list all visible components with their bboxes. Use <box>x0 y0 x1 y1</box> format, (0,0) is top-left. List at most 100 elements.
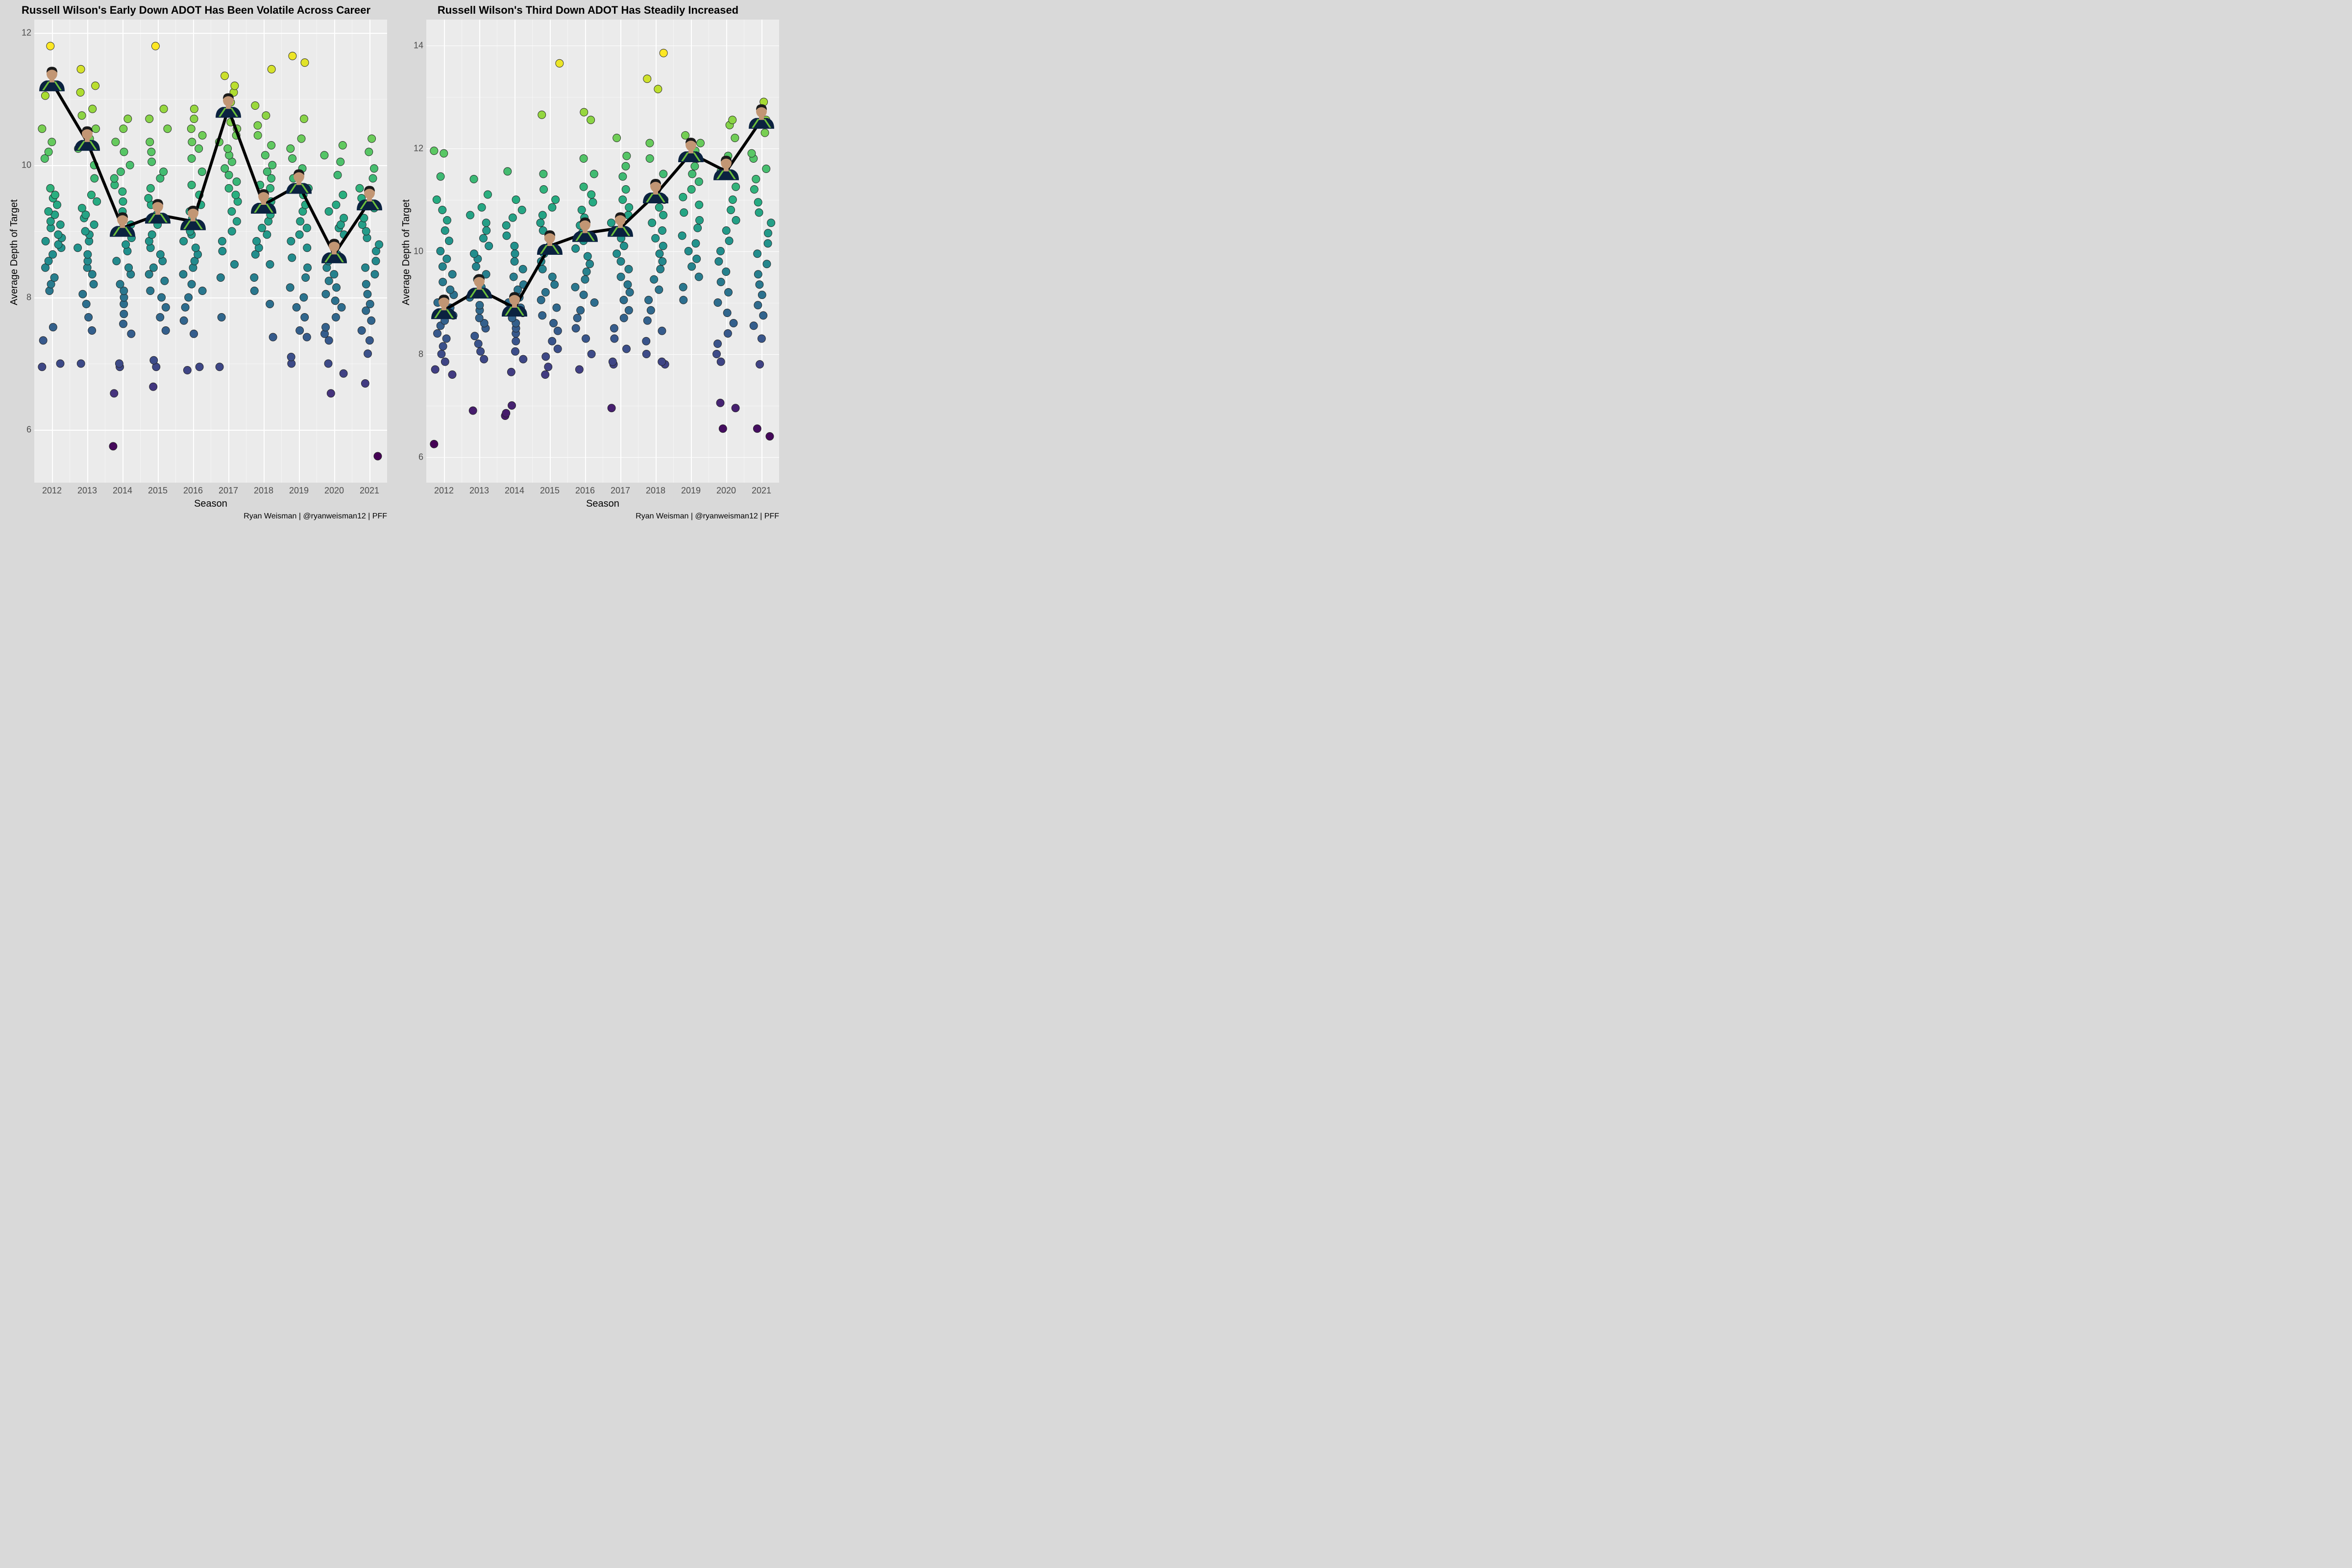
x-tick-label: 2018 <box>254 486 273 496</box>
scatter-point <box>572 324 580 332</box>
scatter-point <box>297 135 305 143</box>
scatter-point <box>439 278 447 286</box>
scatter-point <box>685 247 692 255</box>
scatter-point <box>688 263 696 270</box>
scatter-point <box>438 350 445 358</box>
scatter-point <box>512 337 520 345</box>
scatter-point <box>112 138 120 146</box>
scatter-point <box>185 294 193 301</box>
scatter-point <box>261 151 269 159</box>
scatter-point <box>439 263 446 270</box>
scatter-point <box>573 314 581 322</box>
scatter-point <box>119 197 127 205</box>
scatter-point <box>332 314 340 321</box>
scatter-point <box>149 264 157 271</box>
scatter-point <box>660 170 667 178</box>
trend-line <box>444 120 761 311</box>
scatter-point <box>250 274 258 282</box>
scatter-point <box>714 299 722 307</box>
scatter-point <box>221 72 229 80</box>
scatter-point <box>325 337 333 344</box>
scatter-point <box>295 231 303 239</box>
scatter-point <box>541 371 549 379</box>
scatter-point <box>322 290 330 298</box>
scatter-point <box>339 142 346 149</box>
scatter-point <box>758 291 766 299</box>
scatter-point <box>340 214 348 222</box>
plot-svg <box>34 20 387 483</box>
scatter-point <box>440 149 448 157</box>
scatter-point <box>519 265 527 273</box>
scatter-point <box>754 270 762 278</box>
scatter-point <box>146 138 154 146</box>
scatter-point <box>758 335 765 343</box>
scatter-point <box>680 296 687 304</box>
scatter-point <box>679 193 687 201</box>
scatter-point <box>508 402 516 410</box>
scatter-point <box>553 304 561 312</box>
scatter-point <box>511 242 518 250</box>
scatter-point <box>266 261 274 269</box>
scatter-point <box>660 211 667 219</box>
x-tick-label: 2016 <box>575 486 595 496</box>
x-tick-label: 2014 <box>113 486 132 496</box>
scatter-point <box>110 390 118 397</box>
scatter-point <box>609 358 616 366</box>
scatter-point <box>120 148 128 156</box>
scatter-point <box>332 201 340 209</box>
y-tick-label: 10 <box>22 160 31 171</box>
scatter-point <box>448 270 456 278</box>
scatter-point <box>717 278 725 286</box>
scatter-point <box>219 247 226 255</box>
scatter-point <box>324 360 332 368</box>
scatter-point <box>589 198 597 206</box>
scatter-point <box>507 368 515 376</box>
scatter-point <box>296 327 304 335</box>
scatter-point <box>225 184 233 192</box>
scatter-point <box>188 138 196 146</box>
scatter-point <box>590 170 598 178</box>
scatter-point <box>430 147 438 155</box>
plot-area: 6810121420122013201420152016201720182019… <box>426 20 779 483</box>
scatter-point <box>217 274 224 282</box>
scatter-point <box>77 360 85 368</box>
scatter-point <box>679 283 687 291</box>
scatter-point <box>622 186 630 194</box>
scatter-point <box>519 355 527 363</box>
scatter-point <box>620 242 628 250</box>
scatter-point <box>325 208 333 216</box>
scatter-point <box>439 343 447 350</box>
scatter-point <box>50 274 58 282</box>
scatter-point <box>76 89 84 97</box>
scatter-point <box>756 281 763 289</box>
scatter-point <box>729 116 736 124</box>
scatter-point <box>330 270 338 278</box>
scatter-point <box>190 330 198 338</box>
x-tick-label: 2017 <box>219 486 238 496</box>
scatter-point <box>162 303 170 311</box>
scatter-point <box>539 211 546 219</box>
scatter-point <box>571 283 579 291</box>
scatter-point <box>443 217 451 224</box>
scatter-point <box>448 371 456 379</box>
panel-early-down: Russell Wilson's Early Down ADOT Has Bee… <box>0 0 392 523</box>
scatter-point <box>188 181 196 189</box>
scatter-point <box>322 323 330 331</box>
player-avatar-marker <box>216 93 241 118</box>
scatter-point <box>647 306 655 314</box>
scatter-point <box>254 131 262 139</box>
scatter-point <box>580 155 588 163</box>
scatter-point <box>623 345 631 353</box>
scatter-point <box>366 337 373 344</box>
scatter-point <box>371 270 379 278</box>
scatter-point <box>482 219 490 227</box>
scatter-point <box>713 350 721 358</box>
scatter-point <box>84 250 92 258</box>
scatter-point <box>124 115 132 123</box>
scatter-point <box>303 333 311 341</box>
x-tick-label: 2019 <box>289 486 309 496</box>
scatter-point <box>337 158 344 166</box>
scatter-point <box>126 161 134 169</box>
scatter-point <box>548 203 556 211</box>
scatter-point <box>588 350 595 358</box>
